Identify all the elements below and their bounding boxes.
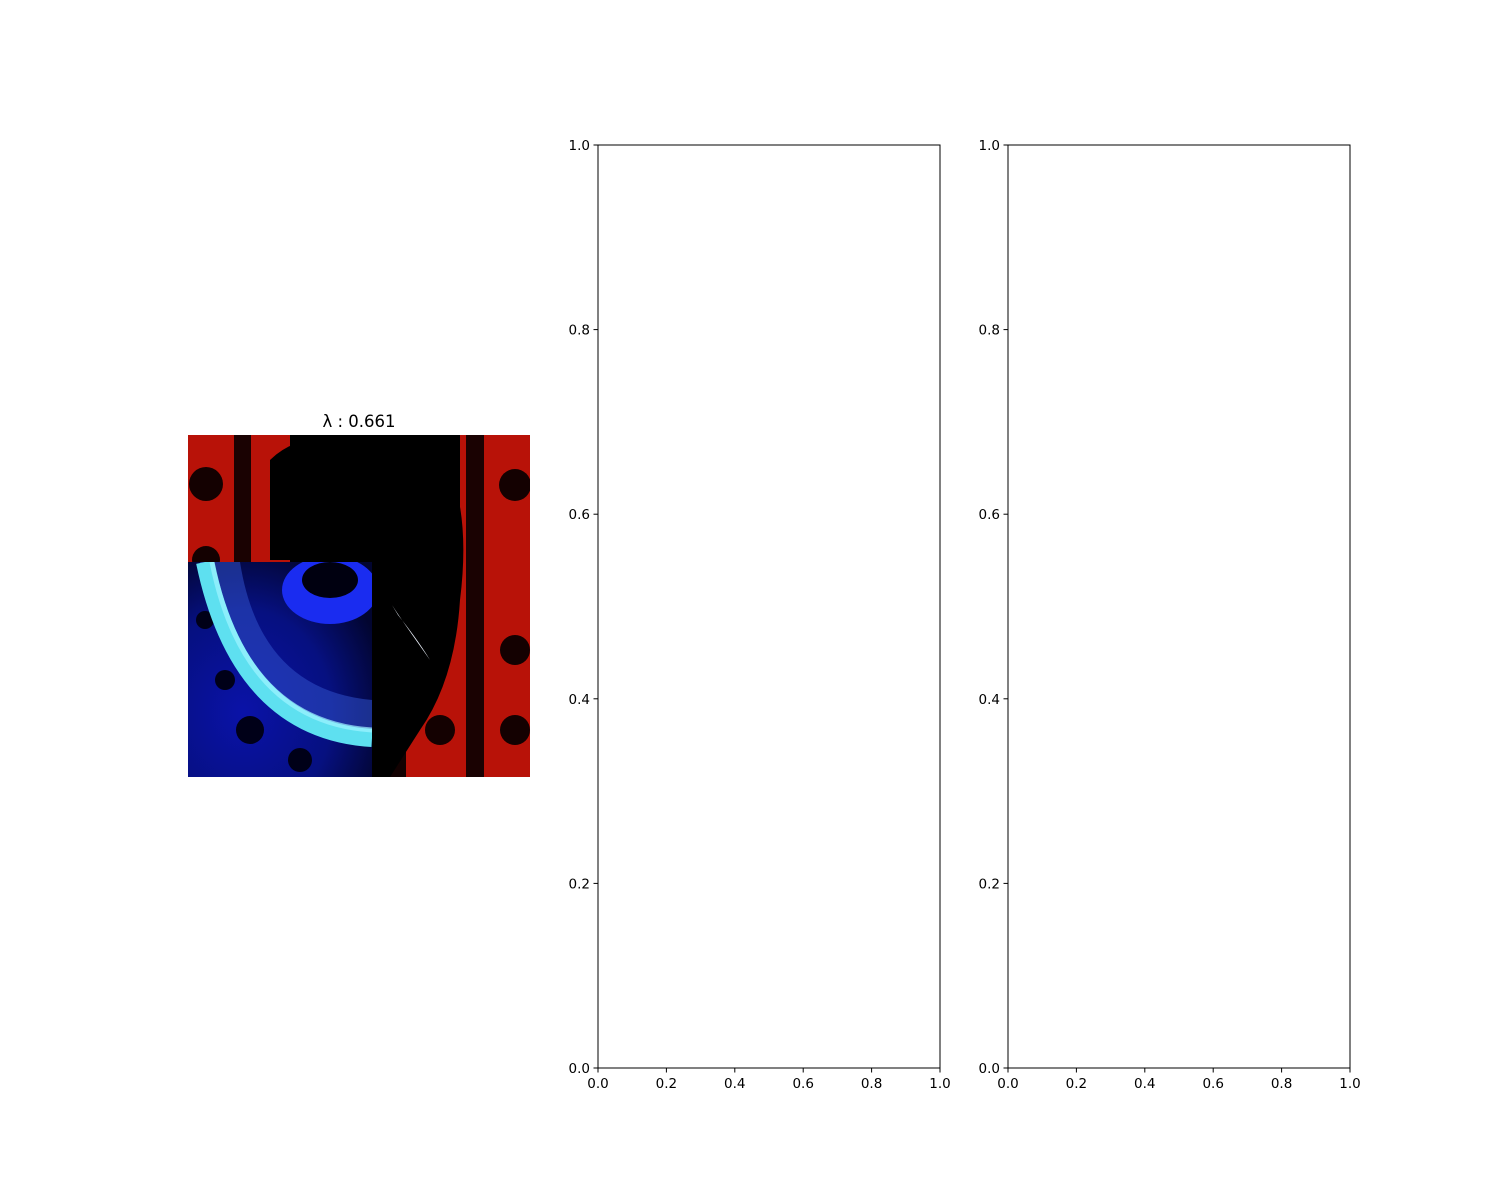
axes-1-xtick-label: 0.6 [792, 1076, 813, 1092]
axes-1-ticks: 0.0 0.2 0.4 0.6 0.8 1.0 0.0 0.2 0.4 0.6 0.8 1.0 [569, 138, 951, 1092]
axes-2-ytick-label: 0.8 [979, 323, 1000, 339]
axes-1-xtick-label: 0.4 [724, 1076, 745, 1092]
axes-1-ytick-label: 0.8 [569, 323, 590, 339]
axes-2-ytick-label: 0.2 [979, 876, 1000, 892]
axes-1-xtick-label: 0.2 [656, 1076, 677, 1092]
axes-1-ytick-label: 1.0 [569, 138, 590, 154]
axes-1-xtick-label: 1.0 [929, 1076, 950, 1092]
axes-2-xtick-label: 0.4 [1134, 1076, 1155, 1092]
axes-2-xtick-label: 0.2 [1066, 1076, 1087, 1092]
axes-2-ytick-label: 0.4 [979, 692, 1000, 708]
axes-2-ytick-label: 0.6 [979, 507, 1000, 523]
axes-2-xtick-label: 0.8 [1271, 1076, 1292, 1092]
axes-1-ytick-label: 0.6 [569, 507, 590, 523]
mixed-image-patch [188, 562, 372, 777]
axes-1-ytick-label: 0.2 [569, 876, 590, 892]
axes-2-xtick-label: 1.0 [1339, 1076, 1360, 1092]
image-title: λ : 0.661 [322, 412, 395, 431]
axes-1-frame [597, 144, 941, 1069]
axes-2-xtick-label: 0.6 [1202, 1076, 1223, 1092]
axes-1-ytick-label: 0.0 [569, 1061, 590, 1077]
axes-2-xtick-label: 0.0 [997, 1076, 1018, 1092]
axes-1: 0.0 0.2 0.4 0.6 0.8 1.0 0.0 0.2 0.4 0.6 0.8 1.0 [569, 138, 951, 1092]
axes-2-ytick-label: 1.0 [979, 138, 1000, 154]
axes-2-ytick-label: 0.0 [979, 1061, 1000, 1077]
axes-1-ytick-label: 0.4 [569, 692, 590, 708]
axes-1-xtick-label: 0.0 [587, 1076, 608, 1092]
axes-2-frame [1007, 144, 1351, 1069]
axes-2: 0.0 0.2 0.4 0.6 0.8 1.0 0.0 0.2 0.4 0.6 0.8 1.0 [979, 138, 1361, 1092]
axes-1-xtick-label: 0.8 [861, 1076, 882, 1092]
axes-2-ticks: 0.0 0.2 0.4 0.6 0.8 1.0 0.0 0.2 0.4 0.6 0.8 1.0 [979, 138, 1361, 1092]
